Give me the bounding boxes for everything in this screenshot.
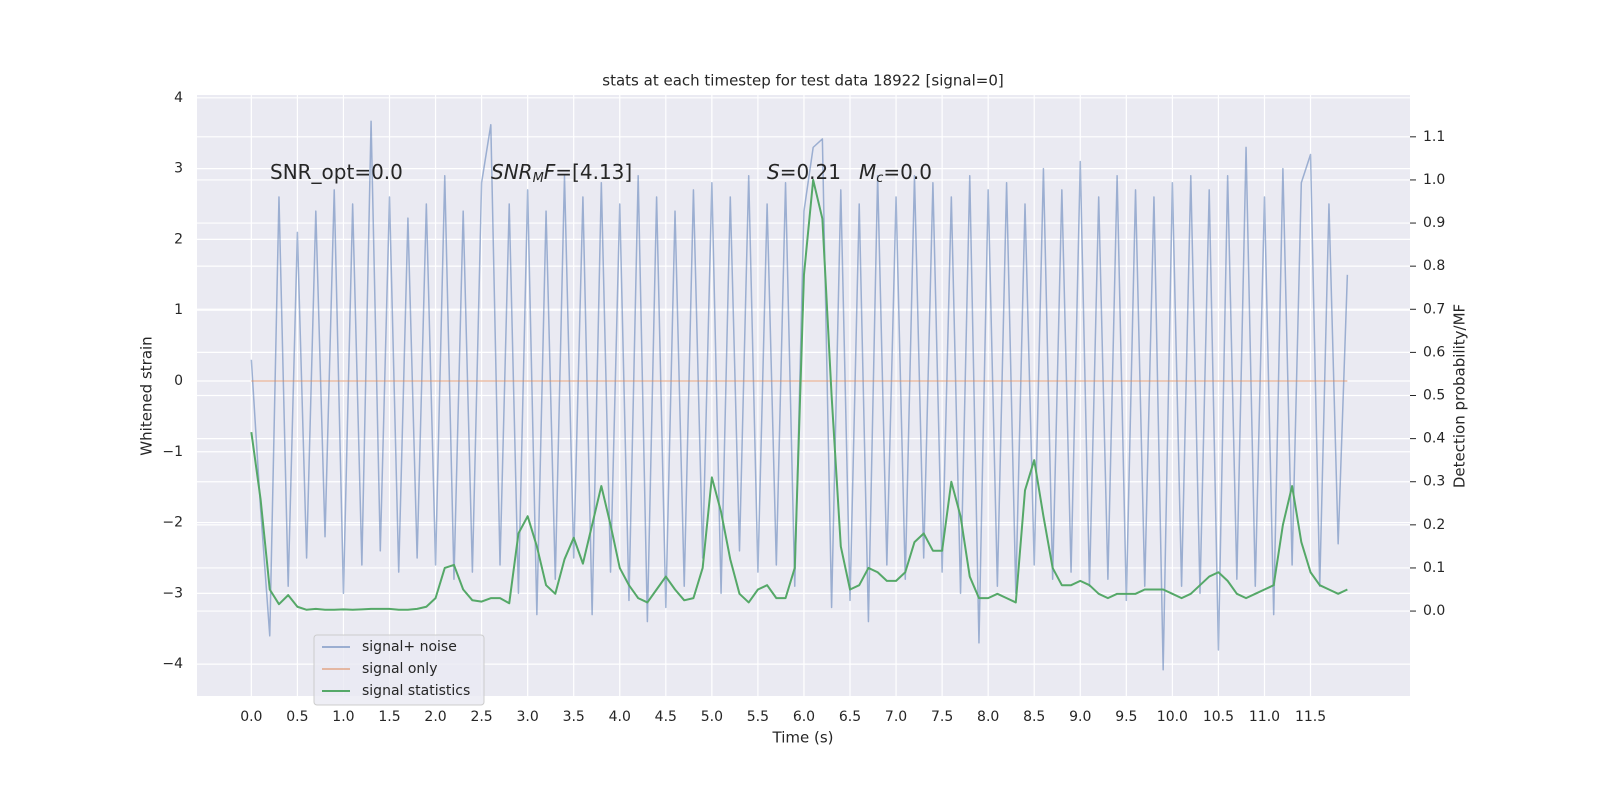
x-tick-label: 9.5 [1115, 709, 1137, 725]
annotation-part: F [544, 160, 556, 184]
x-axis-label: Time (s) [772, 729, 834, 747]
annotation-part: M [859, 160, 876, 184]
annotation-part: SNR_opt=0.0 [270, 160, 403, 184]
y2-tick-label: 1.1 [1423, 129, 1445, 145]
x-tick-label: 5.5 [747, 709, 769, 725]
x-tick-label: 8.0 [977, 709, 999, 725]
annotation-part: SNR [491, 160, 533, 184]
y-tick-label: −4 [162, 656, 183, 672]
annotation-part: S [767, 160, 780, 184]
x-tick-label: 3.0 [517, 709, 539, 725]
x-tick-label: 8.5 [1023, 709, 1045, 725]
y-tick-label: 0 [174, 373, 183, 389]
x-tick-label: 0.5 [286, 709, 308, 725]
x-tick-label: 1.0 [332, 709, 354, 725]
y2-tick-label: 0.6 [1423, 344, 1445, 360]
legend: signal+ noise signal only signal statistic… [313, 634, 485, 706]
x-tick-label: 7.0 [885, 709, 907, 725]
legend-label: signal statistics [362, 683, 470, 699]
chart-title: stats at each timestep for test data 189… [602, 72, 1003, 90]
x-tick-label: 4.5 [655, 709, 677, 725]
y2-tick-label: 0.5 [1423, 388, 1445, 404]
y2-axis-label: Detection probability/MF [1451, 304, 1469, 488]
y2-tick-label: 0.2 [1423, 517, 1445, 533]
y-axis-label: Whitened strain [138, 336, 156, 455]
x-tick-label: 7.5 [931, 709, 953, 725]
x-tick-label: 10.5 [1203, 709, 1234, 725]
y-tick-label: 4 [174, 90, 183, 106]
annotation-part: M [533, 171, 544, 186]
x-tick-label: 9.0 [1069, 709, 1091, 725]
annotation: SNR_opt=0.0 [270, 160, 403, 184]
y-tick-label: 3 [174, 161, 183, 177]
x-tick-label: 2.0 [424, 709, 446, 725]
y-tick-label: −3 [162, 585, 183, 601]
x-tick-label: 0.0 [240, 709, 262, 725]
annotation-part: =0.0 [883, 160, 932, 184]
y2-tick-label: 0.1 [1423, 560, 1445, 576]
y2-tick-label: 0.9 [1423, 215, 1445, 231]
x-tick-label: 4.0 [609, 709, 631, 725]
x-tick-label: 1.5 [378, 709, 400, 725]
y-tick-label: −2 [162, 515, 183, 531]
annotation-part: =[4.13] [555, 160, 632, 184]
y2-tick-label: 0.8 [1423, 258, 1445, 274]
x-tick-label: 11.5 [1295, 709, 1326, 725]
annotation-part: =0.21 [780, 160, 841, 184]
x-tick-label: 3.5 [563, 709, 585, 725]
labels: 0.0 0.5 1.0 1.5 2.0 2.5 3.0 3.5 4.0 4.5 5.0 5.5 6.0 6… [162, 90, 1445, 725]
x-tick-label: 5.0 [701, 709, 723, 725]
legend-label: signal only [362, 661, 437, 677]
series-line [250, 178, 1348, 611]
x-tick-label: 6.0 [793, 709, 815, 725]
annotation: SNRMF=[4.13] [491, 160, 632, 186]
y-tick-label: 2 [174, 231, 183, 247]
y2-tick-label: 0.4 [1423, 431, 1445, 447]
annotation: Mc=0.0 [859, 160, 932, 186]
y-tick-label: 1 [174, 302, 183, 318]
x-tick-label: 6.5 [839, 709, 861, 725]
y-tick-label: −1 [162, 444, 183, 460]
marks [250, 120, 1349, 671]
annotation: S=0.21 [767, 160, 841, 184]
x-tick-label: 10.0 [1157, 709, 1188, 725]
x-tick-label: 2.5 [470, 709, 492, 725]
y2-tick-label: 0.3 [1423, 474, 1445, 490]
x-tick-label: 11.0 [1249, 709, 1280, 725]
y2-tick-label: 1.0 [1423, 172, 1445, 188]
legend-label: signal+ noise [362, 639, 457, 655]
y2-tick-label: 0.7 [1423, 301, 1445, 317]
y2-tick-label: 0.0 [1423, 603, 1445, 619]
legend-box [313, 634, 485, 706]
annotation-part: c [876, 171, 883, 186]
